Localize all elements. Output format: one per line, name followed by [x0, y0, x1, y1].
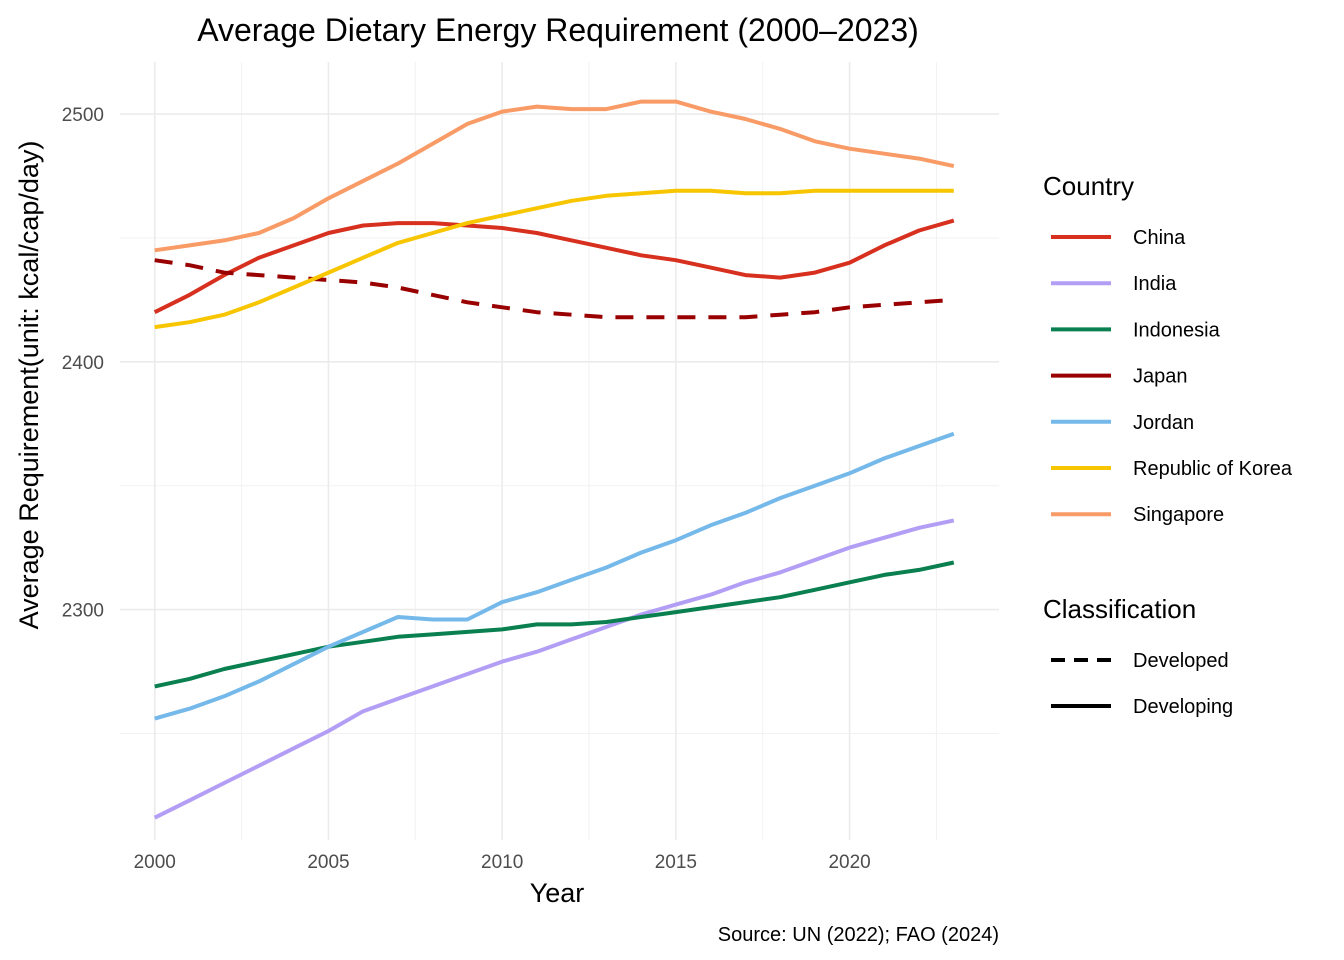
legend-classification-title: Classification	[1043, 594, 1196, 624]
series-line-republic-of-korea	[154, 188, 954, 330]
series-line-japan	[154, 258, 954, 320]
series-lines	[153, 99, 955, 820]
legend: Country China India Indonesia Japan Jordan Re…	[1043, 171, 1293, 718]
legend-label-republic-of-korea: Republic of Korea	[1133, 458, 1293, 480]
grid-minor	[120, 62, 999, 840]
chart-title: Average Dietary Energy Requirement (2000…	[197, 12, 919, 48]
legend-label-japan: Japan	[1133, 366, 1188, 388]
x-tick-label: 2020	[828, 852, 870, 873]
x-tick-label: 2010	[481, 852, 523, 873]
legend-label-developed: Developed	[1133, 650, 1229, 672]
series-line-singapore	[154, 99, 955, 253]
y-tick-label: 2300	[62, 601, 104, 622]
x-axis-ticks: 2000 2005 2010 2015 2020	[134, 852, 871, 873]
legend-label-developing: Developing	[1133, 696, 1233, 718]
series-line-china	[153, 218, 955, 314]
y-tick-label: 2500	[62, 105, 104, 126]
legend-label-china: China	[1133, 227, 1186, 249]
y-tick-label: 2400	[62, 353, 104, 374]
grid-major	[120, 62, 999, 840]
y-axis-ticks: 2300 2400 2500	[62, 105, 104, 622]
series-line-indonesia	[154, 560, 955, 689]
source-caption: Source: UN (2022); FAO (2024)	[718, 924, 999, 946]
x-tick-label: 2015	[655, 852, 697, 873]
legend-classification-items: Developed Developing	[1051, 650, 1233, 718]
legend-label-india: India	[1133, 273, 1177, 295]
plot-area	[120, 62, 999, 840]
x-axis-title: Year	[530, 878, 585, 908]
legend-country-items: China India Indonesia Japan Jordan Republic o…	[1051, 227, 1293, 526]
x-tick-label: 2000	[134, 852, 176, 873]
legend-label-indonesia: Indonesia	[1133, 319, 1221, 341]
legend-label-jordan: Jordan	[1133, 412, 1194, 434]
series-line-jordan	[154, 431, 955, 721]
x-tick-label: 2005	[307, 852, 349, 873]
legend-country-title: Country	[1043, 171, 1134, 201]
series-line-india	[153, 518, 955, 820]
legend-label-singapore: Singapore	[1133, 504, 1224, 526]
y-axis-title: Average Requirement(unit: kcal/cap/day)	[14, 141, 44, 630]
